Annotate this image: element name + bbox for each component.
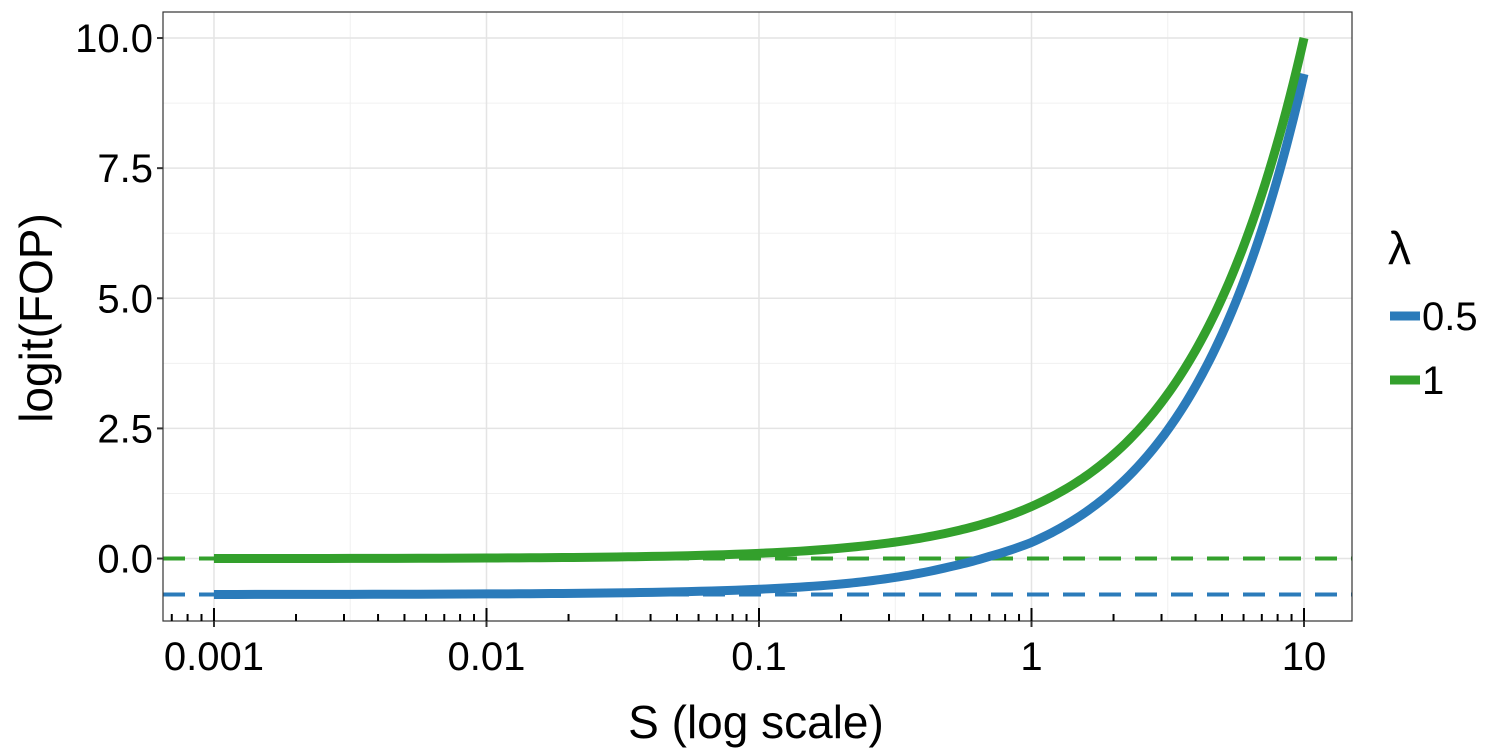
y-tick-marks (157, 37, 163, 560)
y-tick-label: 10.0 (75, 17, 153, 61)
y-tick-label: 2.5 (97, 407, 153, 451)
legend-items: 0.51 (1390, 295, 1478, 403)
x-minor-ticks (170, 614, 1293, 621)
y-tick-label: 0.0 (97, 538, 153, 582)
plot-panel-border (162, 11, 1353, 622)
x-tick-label: 1 (1020, 635, 1042, 679)
x-tick-label: 0.1 (731, 635, 787, 679)
x-tick-label: 0.001 (164, 635, 264, 679)
y-tick-label: 7.5 (97, 147, 153, 191)
minor-gridlines (163, 12, 1352, 621)
series-lines (213, 37, 1309, 599)
y-tick-label: 5.0 (97, 277, 153, 321)
x-axis-title: S (log scale) (628, 696, 884, 748)
y-tick-labels: 0.0 2.5 5.0 7.5 10.0 (75, 17, 153, 582)
x-tick-label: 10 (1282, 635, 1327, 679)
legend-label-1: 1 (1422, 359, 1444, 403)
x-tick-labels: 0.001 0.01 0.1 1 10 (164, 635, 1326, 679)
legend-title: λ (1388, 222, 1411, 274)
series-line-0.5 (213, 72, 1309, 599)
legend-label-0.5: 0.5 (1422, 295, 1478, 339)
legend: λ 0.51 (1388, 222, 1478, 403)
y-axis-title: logit(FOP) (10, 213, 62, 423)
series-line-1 (213, 37, 1309, 564)
x-major-ticks (212, 608, 1306, 627)
x-tick-label: 0.01 (448, 635, 526, 679)
